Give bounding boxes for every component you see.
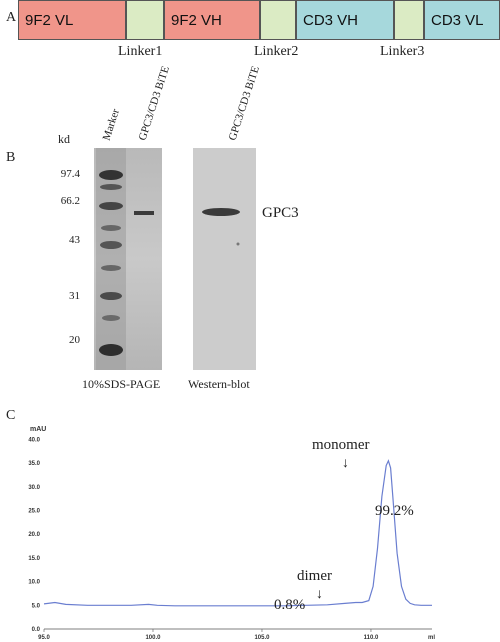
y-tick-label: 35.0: [28, 461, 40, 467]
segment-9f2-vl: 9F2 VL: [18, 0, 126, 40]
lane-label-bite-wb: GPC3/CD3 BiTE: [226, 64, 262, 142]
marker-band: [99, 202, 123, 210]
lane-label-marker: Marker: [100, 107, 123, 142]
dimer-percent: 0.8%: [274, 597, 306, 613]
y-tick-label: 30.0: [28, 485, 40, 491]
marker-20: 20: [69, 334, 80, 346]
construct-diagram: 9F2 VL 9F2 VH CD3 VH CD3 VL: [18, 0, 500, 40]
y-tick-label: 10.0: [28, 580, 40, 586]
western-blot: [193, 148, 256, 370]
x-tick-label: 100.0: [145, 635, 161, 641]
western-blot-caption: Western-blot: [188, 377, 250, 391]
marker-band: [102, 315, 120, 321]
panel-c-letter: C: [6, 408, 16, 423]
segment-9f2-vh: 9F2 VH: [164, 0, 260, 40]
marker-band: [99, 344, 123, 356]
segment-cd3-vh: CD3 VH: [296, 0, 394, 40]
dimer-arrow: ↓: [316, 587, 323, 602]
y-tick-label: 25.0: [28, 509, 40, 515]
bite-band: [134, 211, 154, 215]
linker3-label: Linker3: [380, 44, 425, 59]
panel-b-letter: B: [6, 150, 16, 165]
dimer-annotation: dimer: [297, 568, 332, 584]
gpc3-band-label: GPC3: [262, 205, 299, 221]
linker1-label: Linker1: [118, 44, 163, 59]
marker-43: 43: [69, 234, 80, 246]
x-tick-label: 95.0: [38, 635, 50, 641]
marker-band: [100, 292, 122, 300]
x-tick-label: 110.0: [364, 635, 379, 641]
x-unit-label: ml: [428, 635, 435, 641]
monomer-annotation: monomer: [312, 437, 370, 453]
gpc3-band: [202, 208, 240, 216]
y-tick-label: 15.0: [28, 556, 40, 562]
marker-band: [100, 184, 122, 190]
monomer-arrow: ↓: [342, 456, 349, 471]
panel-a-letter: A: [6, 10, 17, 25]
marker-31: 31: [69, 290, 80, 302]
chromatogram-trace: [43, 459, 432, 607]
segment-linker1: [126, 0, 164, 40]
marker-band: [99, 170, 123, 180]
chromatogram: 0.0 5.0 10.0 15.0 20.0 25.0 30.0 35.0 40.0 95.0 1…: [28, 437, 435, 641]
y-tick-label: 0.0: [32, 627, 41, 633]
segment-linker2: [260, 0, 296, 40]
segment-linker3: [394, 0, 424, 40]
sds-page-caption: 10%SDS-PAGE: [82, 377, 161, 391]
y-tick-label: 40.0: [28, 437, 40, 443]
segment-cd3-vl: CD3 VL: [424, 0, 500, 40]
y-tick-label: 20.0: [28, 532, 40, 538]
marker-66: 66.2: [60, 195, 80, 207]
linker2-label: Linker2: [254, 44, 299, 59]
marker-band: [100, 241, 122, 249]
marker-band: [101, 225, 121, 231]
sds-page-gel: [94, 148, 162, 370]
y-unit-label: mAU: [30, 426, 47, 433]
x-tick-label: 105.0: [254, 635, 270, 641]
monomer-percent: 99.2%: [375, 503, 414, 519]
marker-97: 97.4: [60, 168, 80, 180]
y-tick-label: 5.0: [32, 603, 41, 609]
lane-label-bite-sds: GPC3/CD3 BiTE: [136, 64, 172, 142]
marker-band: [101, 265, 121, 271]
kd-label: kd: [58, 132, 70, 146]
